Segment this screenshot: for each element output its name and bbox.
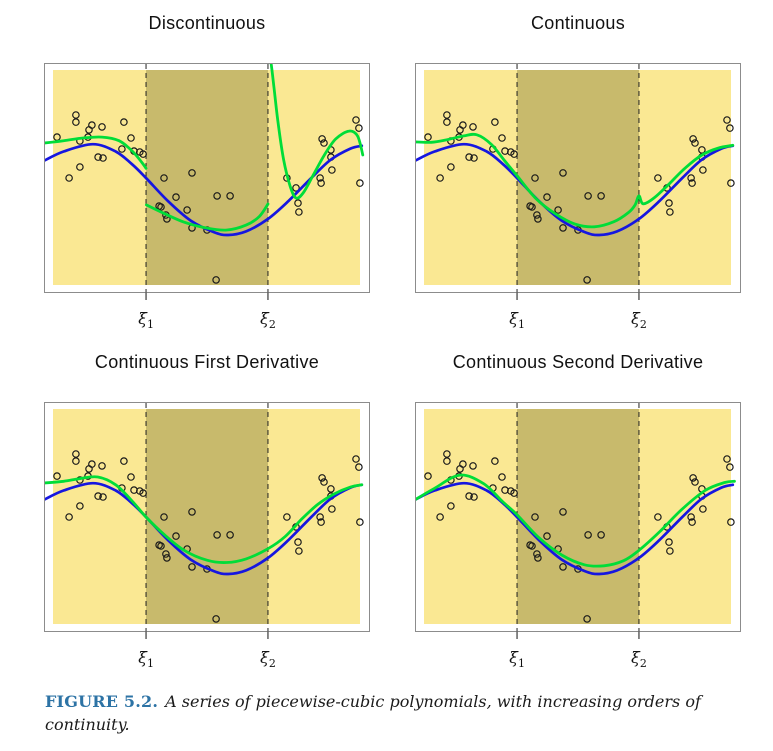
xi-subscript-2: 2 [268, 657, 276, 671]
panel-plot-2 [44, 402, 370, 639]
knot-label-xi1: ξ1 [138, 648, 154, 669]
xi-subscript-2: 2 [639, 657, 647, 671]
xi-symbol: ξ [509, 309, 518, 328]
figure-caption-line2: continuity. [45, 715, 130, 734]
xi-symbol: ξ [631, 309, 640, 328]
panel-continuous-first-derivative: Continuous First Derivative ξ1 ξ2 [44, 352, 370, 678]
xi-subscript-1: 1 [517, 318, 525, 332]
xi-subscript-1: 1 [517, 657, 525, 671]
xi-subscript-2: 2 [268, 318, 276, 332]
xi-symbol: ξ [138, 309, 147, 328]
xi-subscript-2: 2 [639, 318, 647, 332]
knot-row-2: ξ1 ξ2 [44, 646, 370, 672]
knot-label-xi1: ξ1 [509, 309, 525, 330]
panel-title-continuous-second-derivative: Continuous Second Derivative [452, 352, 704, 372]
knot-row-0: ξ1 ξ2 [44, 307, 370, 333]
knot-row-3: ξ1 ξ2 [415, 646, 741, 672]
knot-label-xi1: ξ1 [509, 648, 525, 669]
xi-symbol: ξ [260, 309, 269, 328]
panel-plot-3 [415, 402, 741, 639]
panel-continuous-second-derivative: Continuous Second Derivative ξ1 ξ2 [415, 352, 741, 678]
xi-subscript-1: 1 [146, 657, 154, 671]
xi-subscript-1: 1 [146, 318, 154, 332]
xi-symbol: ξ [631, 648, 640, 667]
knot-label-xi2: ξ2 [631, 648, 647, 669]
figure-caption-number: FIGURE 5.2. [45, 692, 159, 711]
knot-label-xi1: ξ1 [138, 309, 154, 330]
xi-symbol: ξ [509, 648, 518, 667]
panel-continuous: Continuous ξ1 ξ2 [415, 13, 741, 339]
knot-row-1: ξ1 ξ2 [415, 307, 741, 333]
panel-title-continuous-first-derivative: Continuous First Derivative [94, 352, 320, 372]
panel-title-discontinuous: Discontinuous [148, 13, 266, 33]
knot-label-xi2: ξ2 [260, 648, 276, 669]
xi-symbol: ξ [138, 648, 147, 667]
panel-discontinuous: Discontinuous ξ1 ξ2 [44, 13, 370, 339]
panel-title-continuous: Continuous [530, 13, 626, 33]
knot-label-xi2: ξ2 [631, 309, 647, 330]
panel-plot-0 [44, 63, 370, 300]
panel-plot-1 [415, 63, 741, 300]
knot-label-xi2: ξ2 [260, 309, 276, 330]
xi-symbol: ξ [260, 648, 269, 667]
figure-caption: FIGURE 5.2. A series of piecewise-cubic p… [45, 690, 765, 736]
figure-caption-line1: A series of piecewise-cubic polynomials,… [165, 692, 701, 711]
